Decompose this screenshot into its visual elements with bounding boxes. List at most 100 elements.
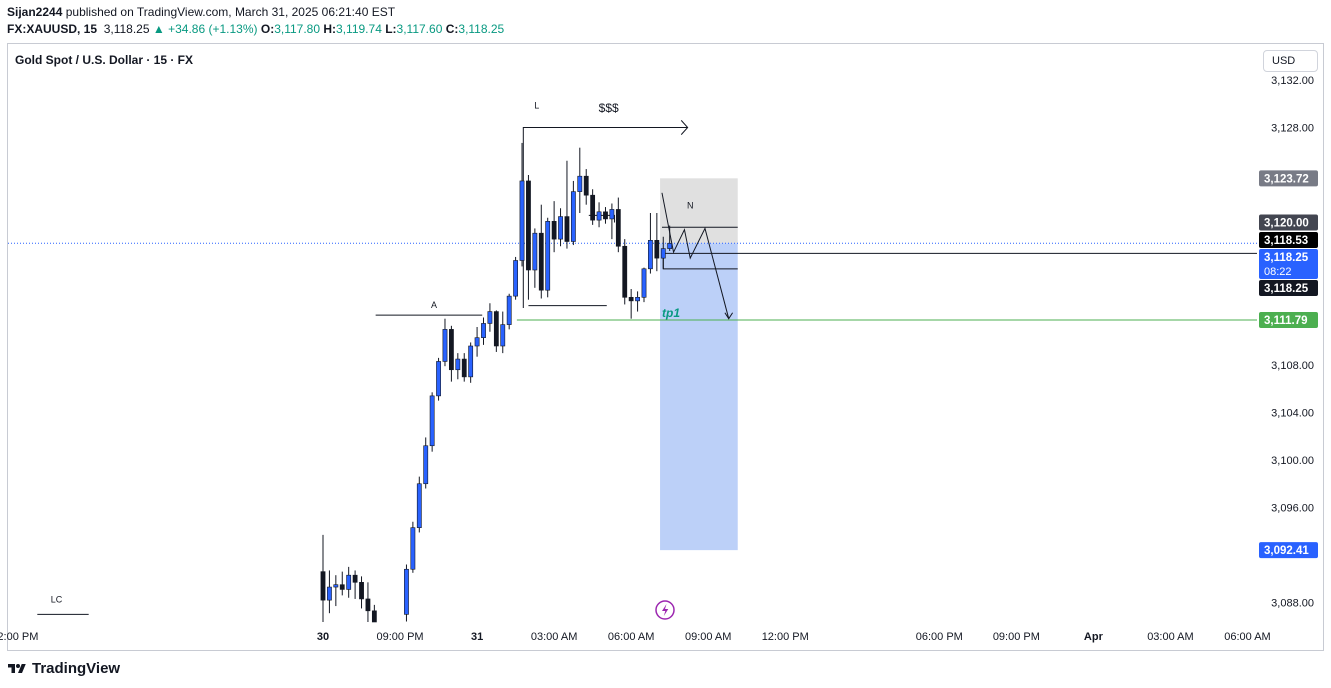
publisher-name[interactable]: Sijan2244 — [7, 5, 63, 19]
candle-body — [455, 358, 461, 371]
candle-body — [526, 180, 531, 271]
candle-body — [648, 240, 653, 270]
candle — [660, 236, 666, 269]
price-label-text: 3,120.00 — [1264, 218, 1309, 230]
x-tick-label: Apr — [1084, 631, 1104, 643]
candle — [352, 570, 358, 599]
candle — [532, 228, 538, 288]
candle-body — [558, 216, 563, 240]
candle-body — [493, 311, 499, 347]
published-text: published on TradingView.com, March 31, … — [65, 5, 396, 19]
candle-body — [590, 194, 596, 221]
price-label-bg — [1259, 214, 1318, 231]
tradingview-logo-icon — [8, 663, 26, 673]
price-label: 3,120.00 — [1259, 214, 1318, 231]
projection-arrow-icon — [724, 312, 734, 320]
price-label: 3,111.79 — [1259, 311, 1318, 328]
price-change: +34.86 (+1.13%) — [168, 22, 258, 36]
up-arrow-icon: ▲ — [152, 22, 165, 36]
open-label: O: — [260, 22, 275, 36]
stop-zone — [660, 178, 738, 244]
candle-body — [513, 260, 518, 297]
candle — [635, 291, 640, 312]
candle-body — [448, 329, 454, 371]
candle — [570, 180, 576, 246]
candle-body — [615, 209, 621, 247]
price-label-countdown: 08:22 — [1264, 266, 1292, 278]
candle-body — [359, 582, 364, 600]
candle-body — [506, 295, 512, 325]
candle — [481, 317, 486, 345]
candle — [577, 147, 583, 213]
price-label: 3,123.72 — [1259, 170, 1318, 187]
x-tick-label: 06:00 AM — [608, 631, 654, 643]
candle-body — [442, 329, 448, 362]
lightning-icon — [655, 600, 675, 620]
candle — [648, 213, 653, 274]
candle — [455, 353, 461, 380]
candle — [404, 564, 409, 622]
candle-body — [519, 180, 525, 261]
candle-body — [622, 245, 628, 298]
x-tick-label: 03:00 AM — [1147, 631, 1193, 643]
annotation-usdusdusd: $$$ — [599, 101, 619, 115]
brand-name: TradingView — [32, 660, 121, 677]
currency-selector[interactable]: USD — [1263, 50, 1318, 72]
candle — [506, 293, 512, 330]
x-tick-label: 03:00 AM — [531, 631, 577, 643]
candle — [346, 566, 352, 598]
price-label: 3,118.25 08:22 — [1259, 248, 1318, 279]
candle — [436, 357, 441, 401]
candle — [468, 342, 474, 383]
projection-path — [661, 192, 730, 319]
tradingview-logo[interactable]: TradingView — [7, 660, 120, 677]
candle-body — [410, 527, 416, 570]
candle — [429, 392, 435, 452]
price-label-text: 3,118.53 — [1264, 235, 1308, 247]
open-value: 3,117.80 — [274, 22, 321, 36]
x-tick-label: 06:00 AM — [1224, 631, 1270, 643]
price-label-bg — [1259, 279, 1318, 296]
candle — [474, 327, 480, 357]
candle — [461, 353, 467, 382]
candle-body — [327, 586, 332, 601]
candle — [442, 318, 448, 367]
candle — [583, 169, 589, 205]
candle-body — [532, 232, 538, 271]
high-label: H: — [323, 22, 337, 36]
candle-body — [339, 584, 345, 590]
price-label-text: 3,118.25 — [1264, 252, 1309, 264]
candle-body — [371, 610, 377, 623]
lightning-bolt — [662, 604, 669, 616]
annotation-a: A — [431, 300, 437, 310]
candle — [526, 175, 531, 300]
annotation-n: N — [687, 200, 694, 210]
candle-body — [416, 483, 422, 528]
candle — [339, 571, 345, 596]
x-tick-label: 09:00 PM — [376, 631, 423, 643]
candle-body — [436, 361, 441, 397]
candle-body — [404, 568, 409, 615]
candle — [359, 576, 364, 609]
y-tick-label: 3,108.00 — [1271, 360, 1314, 372]
candle-body — [583, 175, 589, 196]
candle-body — [635, 297, 640, 302]
candle — [327, 570, 332, 614]
candle-body — [660, 248, 666, 259]
price-label: 3,118.53 — [1259, 231, 1318, 248]
price-label-text: 3,092.41 — [1264, 545, 1309, 557]
candle — [551, 201, 557, 253]
candle-body — [570, 191, 576, 242]
candle-body — [487, 311, 493, 324]
close-value: 3,118.25 — [458, 22, 505, 36]
candle — [558, 208, 563, 247]
price-label-text: 3,111.79 — [1264, 315, 1308, 327]
low-label: L: — [385, 22, 397, 36]
candle — [371, 604, 377, 623]
candle — [448, 325, 454, 382]
y-tick-label: 3,088.00 — [1271, 598, 1314, 610]
candle — [596, 202, 602, 228]
last-price: 3,118.25 — [103, 22, 150, 36]
candle-body — [667, 242, 673, 249]
